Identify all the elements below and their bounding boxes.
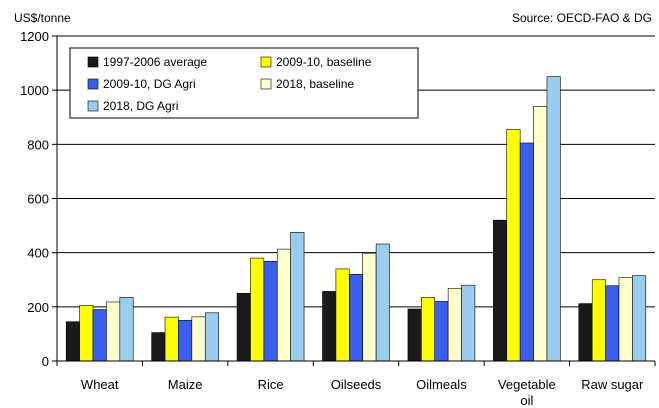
- bar: [507, 129, 520, 361]
- legend-swatch: [261, 79, 271, 89]
- x-axis-ticks: Wheat Maize Rice Oilseeds Oilmeals Vegetableo…: [57, 361, 655, 408]
- x-tick-label: Rice: [258, 377, 284, 392]
- legend-swatch: [88, 101, 98, 111]
- legend-label: 2018, DG Agri: [103, 99, 178, 113]
- bar: [349, 274, 362, 361]
- x-tick-label: Vegetable: [498, 377, 556, 392]
- bar: [606, 286, 619, 361]
- y-axis-ticks: 0 200 400 600 800 1000 1200: [20, 29, 57, 369]
- bar: [408, 309, 421, 361]
- bar: [547, 77, 560, 361]
- legend-label: 2009-10, DG Agri: [103, 77, 196, 91]
- y-tick-label: 600: [27, 192, 49, 207]
- x-tick-label: Oilmeals: [416, 377, 467, 392]
- legend: 1997-2006 average 2009-10, baseline 2009-1…: [70, 48, 418, 118]
- bar: [291, 232, 304, 361]
- bar: [250, 258, 263, 361]
- bar: [592, 280, 605, 361]
- y-tick-label: 1200: [20, 29, 49, 44]
- bar: [619, 278, 632, 361]
- bars: [66, 77, 646, 361]
- x-tick-label: Oilseeds: [331, 377, 382, 392]
- y-tick-label: 800: [27, 137, 49, 152]
- bar: [66, 322, 79, 361]
- bar: [106, 302, 119, 361]
- bar: [421, 297, 434, 361]
- y-tick-label: 200: [27, 300, 49, 315]
- legend-label: 2018, baseline: [276, 77, 354, 91]
- bar: [205, 313, 218, 361]
- y-axis-label: US$/tonne: [14, 11, 71, 25]
- bar: [120, 297, 133, 361]
- legend-swatch: [261, 57, 271, 67]
- x-tick-label: oil: [520, 393, 533, 408]
- x-tick-label: Raw sugar: [581, 377, 644, 392]
- y-tick-label: 400: [27, 246, 49, 261]
- bar: [435, 301, 448, 361]
- bar: [178, 320, 191, 361]
- legend-label: 2009-10, baseline: [276, 55, 372, 69]
- legend-label: 1997-2006 average: [103, 55, 207, 69]
- x-tick-label: Wheat: [81, 377, 119, 392]
- bar: [448, 288, 461, 361]
- bar: [579, 304, 592, 361]
- y-tick-label: 0: [42, 354, 49, 369]
- bar: [520, 143, 533, 361]
- bar: [363, 253, 376, 361]
- bar: [534, 106, 547, 361]
- bar: [165, 317, 178, 361]
- bar: [632, 276, 645, 361]
- bar: [277, 249, 290, 361]
- bar: [462, 285, 475, 361]
- legend-swatch: [88, 79, 98, 89]
- bar: [376, 244, 389, 361]
- bar: [336, 269, 349, 361]
- legend-swatch: [88, 57, 98, 67]
- y-tick-label: 1000: [20, 83, 49, 98]
- bar: [93, 310, 106, 361]
- bar: [152, 333, 165, 361]
- source-note: Source: OECD-FAO & DG: [512, 11, 652, 25]
- bar: [493, 220, 506, 361]
- x-tick-label: Maize: [168, 377, 203, 392]
- bar: [192, 317, 205, 361]
- bar: [323, 291, 336, 361]
- bar: [264, 261, 277, 361]
- bar: [80, 305, 93, 361]
- bar: [237, 293, 250, 361]
